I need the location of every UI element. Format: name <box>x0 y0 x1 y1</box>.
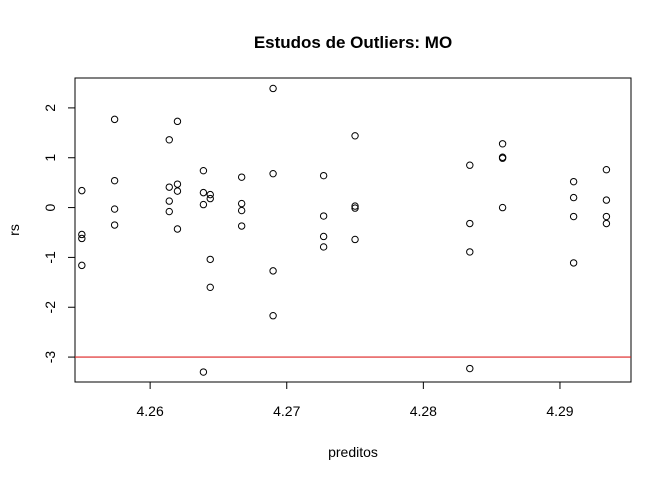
data-point <box>165 207 173 216</box>
data-point <box>173 180 182 188</box>
data-point <box>199 188 208 197</box>
data-point <box>110 115 119 124</box>
data-point <box>466 248 474 256</box>
x-tick-label: 4.26 <box>137 403 164 419</box>
data-point <box>269 267 277 275</box>
data-point <box>165 197 173 205</box>
data-point <box>237 173 246 181</box>
data-point <box>206 194 214 203</box>
y-tick-label: -1 <box>42 251 58 264</box>
data-point <box>498 154 507 162</box>
y-tick-label: 2 <box>42 104 58 112</box>
data-point <box>206 190 214 199</box>
data-points <box>78 84 611 376</box>
plot-box <box>74 77 632 383</box>
data-point <box>199 200 208 209</box>
data-point <box>78 234 86 243</box>
data-point <box>173 187 182 195</box>
data-point <box>569 177 578 186</box>
data-point <box>498 140 507 148</box>
data-point <box>466 161 474 169</box>
data-point <box>173 117 182 126</box>
data-point <box>206 283 214 292</box>
chart-title: Estudos de Outliers: MO <box>254 33 452 52</box>
data-point <box>319 243 328 251</box>
data-point <box>110 205 119 213</box>
data-point <box>165 183 173 191</box>
data-point <box>602 165 611 174</box>
y-tick-label: -2 <box>42 301 58 314</box>
x-axis-label: preditos <box>328 444 378 460</box>
data-point <box>206 255 214 264</box>
data-point <box>110 176 119 185</box>
data-point <box>173 225 182 233</box>
data-point <box>78 261 86 270</box>
x-axis: 4.26 4.27 4.28 4.29 <box>137 381 574 419</box>
data-point <box>199 166 208 175</box>
data-point <box>569 212 578 221</box>
y-tick-label: -3 <box>42 351 58 364</box>
data-point <box>569 259 578 267</box>
y-tick-label: 1 <box>42 154 58 162</box>
data-point <box>199 368 208 376</box>
data-point <box>110 221 119 229</box>
data-point <box>319 171 328 180</box>
data-point <box>319 212 328 220</box>
y-axis: -3 -2 -1 0 1 2 <box>42 104 76 364</box>
data-point <box>351 202 359 210</box>
data-point <box>269 312 277 320</box>
data-point <box>237 222 246 230</box>
data-point <box>466 364 474 373</box>
data-point <box>602 196 611 204</box>
data-point <box>602 219 611 228</box>
data-point <box>351 204 359 212</box>
data-point <box>569 193 578 202</box>
data-point <box>78 230 86 239</box>
data-point <box>237 206 246 215</box>
data-point <box>351 235 359 244</box>
data-point <box>602 212 611 221</box>
data-point <box>466 219 474 228</box>
data-point <box>165 136 173 144</box>
data-point <box>78 186 86 195</box>
x-tick-label: 4.28 <box>410 403 437 419</box>
y-tick-label: 0 <box>42 203 58 211</box>
data-point <box>351 132 359 140</box>
data-point <box>269 84 277 93</box>
data-point <box>319 232 328 241</box>
data-point <box>237 199 246 208</box>
data-point <box>498 203 507 212</box>
x-tick-label: 4.27 <box>273 403 300 419</box>
data-point <box>269 169 277 178</box>
y-axis-label: rs <box>6 224 22 236</box>
x-tick-label: 4.29 <box>546 403 573 419</box>
